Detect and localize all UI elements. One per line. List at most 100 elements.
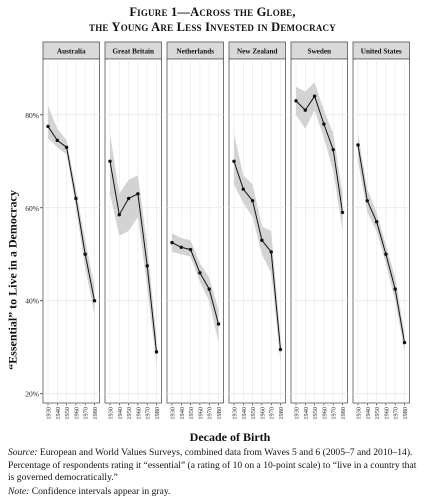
x-tick-label: 1970	[331, 407, 338, 420]
data-point	[198, 271, 202, 275]
y-axis-title-container: “Essential” to Live in a Democracy	[3, 160, 23, 400]
y-tick-label: 20%	[25, 390, 39, 399]
x-tick-label: 1970	[207, 407, 214, 420]
data-point	[260, 238, 264, 242]
x-tick-label: 1940	[179, 407, 186, 420]
source-text: European and World Values Surveys, combi…	[8, 447, 417, 483]
x-tick-label: 1970	[393, 407, 400, 420]
data-point	[393, 287, 397, 291]
x-tick-label: 1970	[83, 407, 90, 420]
x-tick-label: 1960	[73, 407, 80, 420]
data-point	[331, 147, 335, 152]
x-tick-label: 1980	[278, 407, 285, 420]
data-point	[154, 350, 159, 354]
x-tick-label: 1940	[241, 407, 248, 420]
x-tick-label: 1930	[356, 407, 363, 420]
confidence-band	[234, 133, 281, 362]
x-tick-label: 1970	[145, 407, 152, 420]
y-tick-label: 60%	[25, 204, 39, 213]
x-tick-label: 1940	[55, 407, 62, 420]
x-tick-label: 1930	[294, 407, 301, 420]
data-point	[145, 264, 149, 268]
x-tick-label: 1980	[216, 407, 223, 420]
data-point	[188, 247, 193, 252]
data-point	[170, 240, 174, 245]
data-point	[117, 213, 122, 217]
x-tick-label: 1960	[135, 407, 142, 420]
confidence-band	[48, 105, 95, 315]
data-point	[207, 287, 211, 291]
data-point	[312, 94, 317, 98]
x-tick-label: 1950	[126, 407, 133, 420]
x-tick-label: 1950	[64, 407, 71, 420]
panel-plot-area	[166, 58, 224, 404]
x-tick-label: 1940	[303, 407, 310, 420]
data-point	[322, 122, 326, 126]
panel-header-label: Australia	[57, 48, 86, 56]
source-label: Source:	[8, 447, 38, 458]
data-point	[384, 252, 388, 256]
panel-header-label: Netherlands	[176, 48, 214, 56]
data-point	[92, 299, 97, 303]
x-tick-label: 1930	[46, 407, 53, 420]
data-point	[108, 159, 112, 163]
figure-title-line-2: the Young Are Less Invested in Democracy	[89, 20, 336, 34]
panel-header-label: New Zealand	[237, 48, 278, 56]
series-line	[233, 161, 281, 350]
figure-title-line-1: Figure 1—Across the Globe,	[129, 5, 296, 19]
x-tick-label: 1960	[197, 407, 204, 420]
source-caption: Source: European and World Values Survey…	[8, 447, 418, 485]
series-line	[295, 95, 343, 213]
x-tick-label: 1980	[402, 407, 409, 420]
panel-header-label: United States	[361, 48, 402, 56]
x-tick-label: 1960	[321, 407, 328, 420]
x-tick-label: 1930	[170, 407, 177, 420]
x-tick-label: 1970	[269, 407, 276, 420]
x-tick-label: 1950	[374, 407, 381, 420]
data-point	[303, 108, 307, 112]
x-tick-label: 1960	[259, 407, 266, 420]
series-line	[357, 144, 405, 343]
panel-header-label: Great Britain	[112, 48, 154, 56]
data-point	[269, 250, 273, 254]
data-point	[216, 322, 221, 326]
data-point	[365, 199, 369, 203]
series-line	[47, 126, 95, 301]
y-axis-title: “Essential” to Live in a Democracy	[5, 190, 20, 370]
series-line	[171, 242, 219, 325]
note-label: Note:	[8, 486, 30, 497]
x-tick-label: 1980	[154, 407, 161, 420]
panel-plot-area	[42, 58, 100, 404]
x-tick-label: 1980	[92, 407, 99, 420]
x-tick-label: 1940	[117, 407, 124, 420]
x-tick-label: 1960	[383, 407, 390, 420]
data-point	[241, 187, 245, 191]
data-point	[250, 199, 255, 203]
x-tick-label: 1930	[108, 407, 115, 420]
data-point	[64, 145, 69, 150]
x-tick-label: 1950	[188, 407, 195, 420]
data-point	[83, 252, 87, 256]
note-text: Confidence intervals appear in gray.	[29, 486, 171, 497]
data-point	[340, 210, 345, 215]
x-tick-label: 1950	[250, 407, 257, 420]
x-tick-label: 1950	[312, 407, 319, 420]
panel-header-label: Sweden	[307, 48, 331, 56]
data-point	[402, 340, 407, 345]
x-tick-label: 1980	[340, 407, 347, 420]
note-caption: Note: Confidence intervals appear in gra…	[8, 486, 418, 499]
y-tick-label: 80%	[25, 111, 39, 120]
data-point	[55, 138, 59, 143]
data-point	[374, 220, 379, 224]
data-point	[232, 159, 236, 163]
data-point	[126, 196, 131, 201]
panel-plot-area	[104, 58, 162, 404]
data-point	[356, 143, 360, 147]
data-point	[294, 99, 298, 103]
data-point	[74, 196, 78, 201]
y-tick-label: 40%	[25, 297, 39, 306]
x-tick-label: 1930	[232, 407, 239, 420]
data-point	[136, 192, 140, 196]
